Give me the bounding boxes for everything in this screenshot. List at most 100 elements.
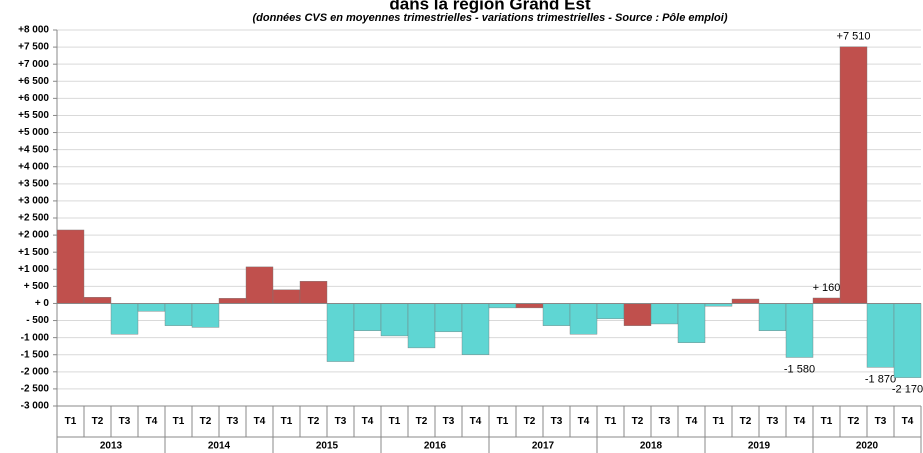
- chart-subtitle: (données CVS en moyennes trimestrielles …: [253, 12, 728, 24]
- x-tick-label: T3: [119, 416, 131, 427]
- value-label: + 160: [813, 282, 841, 294]
- y-tick-label: +7 500: [18, 42, 49, 53]
- bar: [731, 298, 760, 304]
- bar: [407, 303, 436, 349]
- bar: [326, 303, 355, 362]
- bar: [677, 303, 706, 343]
- bar: [758, 303, 787, 332]
- y-tick-label: +2 000: [18, 230, 49, 241]
- chart-title: dans la région Grand Est: [389, 0, 591, 13]
- y-tick-label: -2 500: [21, 384, 50, 395]
- y-tick-label: +7 000: [18, 59, 49, 70]
- y-tick-label: +8 000: [18, 25, 49, 36]
- x-tick-label: T4: [470, 416, 482, 427]
- x-tick-label: T2: [740, 416, 752, 427]
- x-tick-label: T4: [254, 416, 266, 427]
- x-tick-label: T3: [875, 416, 887, 427]
- y-tick-label: +1 500: [18, 247, 49, 258]
- value-label: -1 580: [784, 363, 815, 375]
- bar: [83, 297, 112, 304]
- bar: [542, 303, 571, 326]
- y-tick-label: +6 500: [18, 76, 49, 87]
- bar: [839, 46, 868, 304]
- bar: [380, 303, 409, 337]
- x-tick-label: T1: [605, 416, 617, 427]
- bar: [164, 303, 193, 326]
- y-tick-label: +6 000: [18, 93, 49, 104]
- y-tick-label: +5 000: [18, 127, 49, 138]
- y-tick-label: +4 500: [18, 144, 49, 155]
- x-tick-label: T1: [713, 416, 725, 427]
- x-tick-label: T3: [659, 416, 671, 427]
- x-tick-label: T3: [227, 416, 239, 427]
- group-label: 2013: [100, 441, 123, 452]
- x-tick-label: T3: [335, 416, 347, 427]
- x-tick-label: T2: [200, 416, 212, 427]
- value-label: +7 510: [837, 31, 871, 43]
- bar: [650, 303, 679, 325]
- bar: [434, 303, 463, 333]
- bar: [785, 303, 814, 358]
- x-tick-label: T1: [173, 416, 185, 427]
- x-tick-label: T2: [632, 416, 644, 427]
- bar: [218, 298, 247, 304]
- x-tick-label: T4: [686, 416, 698, 427]
- y-tick-label: + 500: [24, 281, 50, 292]
- bar: [515, 303, 544, 309]
- y-tick-label: +2 500: [18, 213, 49, 224]
- group-label: 2017: [532, 441, 555, 452]
- y-tick-label: + 0: [35, 298, 50, 309]
- x-tick-label: T4: [902, 416, 914, 427]
- y-tick-label: +5 500: [18, 110, 49, 121]
- group-label: 2018: [640, 441, 663, 452]
- bar: [137, 303, 166, 312]
- bar: [56, 229, 85, 304]
- bar: [353, 303, 382, 332]
- x-tick-label: T2: [416, 416, 428, 427]
- group-label: 2015: [316, 441, 339, 452]
- group-label: 2020: [856, 441, 879, 452]
- x-tick-label: T1: [821, 416, 833, 427]
- bar: [245, 266, 274, 304]
- y-tick-label: -1 500: [21, 349, 50, 360]
- group-label: 2019: [748, 441, 771, 452]
- y-tick-label: -2 000: [21, 366, 50, 377]
- x-tick-label: T3: [767, 416, 779, 427]
- y-tick-label: -1 000: [21, 332, 50, 343]
- x-tick-label: T2: [848, 416, 860, 427]
- bar: [461, 303, 490, 355]
- bar: [569, 303, 598, 335]
- x-tick-label: T2: [308, 416, 320, 427]
- y-tick-label: -3 000: [21, 401, 50, 412]
- x-tick-label: T2: [524, 416, 536, 427]
- x-tick-label: T4: [146, 416, 158, 427]
- group-label: 2016: [424, 441, 447, 452]
- x-tick-label: T4: [578, 416, 590, 427]
- x-tick-label: T1: [389, 416, 401, 427]
- bar: [272, 289, 301, 304]
- bar: [812, 297, 841, 304]
- x-tick-label: T1: [281, 416, 293, 427]
- x-tick-label: T3: [551, 416, 563, 427]
- x-tick-label: T3: [443, 416, 455, 427]
- group-label: 2014: [208, 441, 231, 452]
- bar: [299, 281, 328, 304]
- value-label: -1 870: [865, 373, 896, 385]
- bar: [623, 303, 652, 326]
- y-tick-label: - 500: [26, 315, 49, 326]
- bar: [866, 303, 895, 368]
- x-tick-label: T4: [362, 416, 374, 427]
- x-tick-label: T1: [65, 416, 77, 427]
- x-tick-label: T2: [92, 416, 104, 427]
- x-tick-label: T4: [794, 416, 806, 427]
- bar: [596, 303, 625, 320]
- bar: [191, 303, 220, 328]
- y-tick-label: +4 000: [18, 161, 49, 172]
- bar: [110, 303, 139, 335]
- bar: [893, 303, 922, 378]
- value-label: -2 170: [892, 384, 923, 396]
- y-tick-label: +3 500: [18, 178, 49, 189]
- y-tick-label: +3 000: [18, 196, 49, 207]
- bar: [488, 303, 517, 309]
